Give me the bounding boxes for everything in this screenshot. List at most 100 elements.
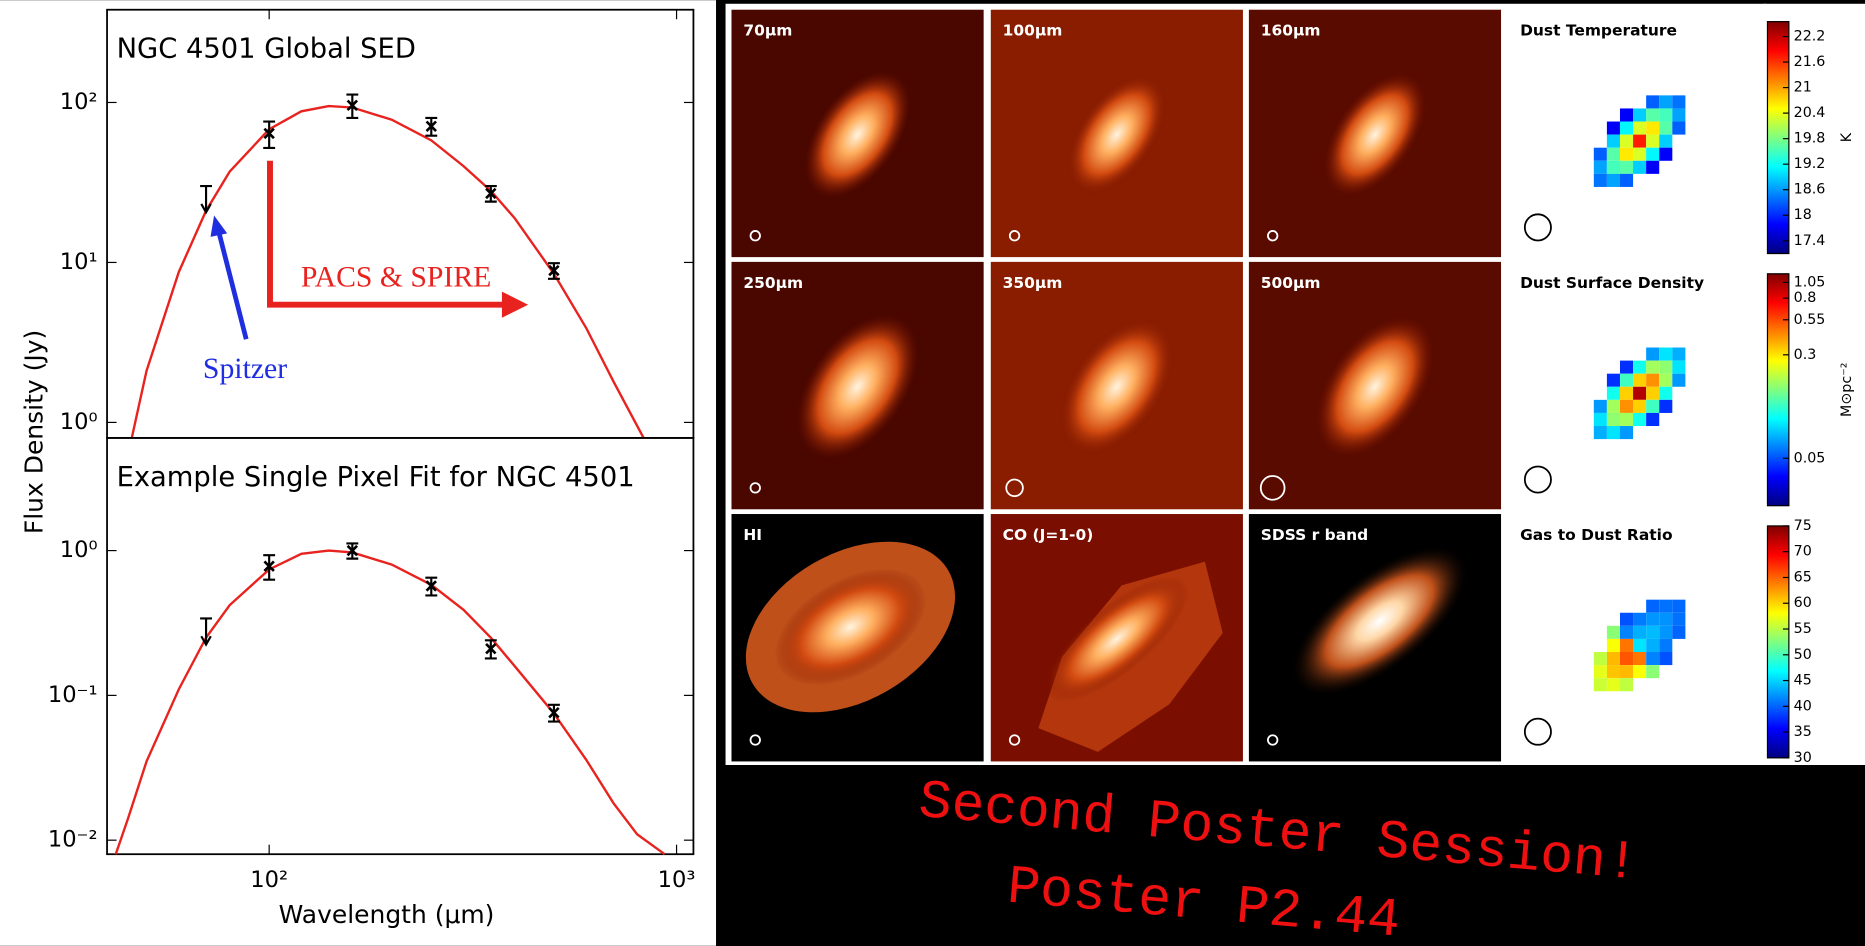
map-pixel — [1620, 613, 1633, 626]
map-pixel — [1646, 148, 1659, 161]
map-pixel — [1620, 374, 1633, 387]
y-tick-label: 10⁰ — [60, 537, 98, 563]
colorbar-tick-label: 19.8 — [1794, 131, 1826, 147]
map-pixel — [1633, 413, 1646, 426]
colorbar-tick-label: 30 — [1794, 750, 1812, 766]
map-pixel — [1633, 361, 1646, 374]
panel-label: SDSS r band — [1261, 526, 1368, 544]
map-pixel — [1607, 639, 1620, 652]
map-pixel — [1594, 652, 1607, 665]
colorbar-tick-label: 65 — [1794, 569, 1812, 585]
map-pixel — [1646, 652, 1659, 665]
panel-label: 350μm — [1003, 274, 1063, 292]
colorbar — [1767, 22, 1788, 254]
poster: NGC 4501 Global SED10⁰10¹10²Flux Density… — [0, 0, 1865, 946]
map-pixel — [1620, 426, 1633, 439]
chart-title: NGC 4501 Global SED — [117, 34, 416, 65]
colorbar — [1767, 526, 1788, 758]
map-pixel — [1646, 361, 1659, 374]
map-pixel — [1659, 613, 1672, 626]
colorbar-tick-label: 0.8 — [1794, 290, 1817, 306]
map-pixel — [1607, 374, 1620, 387]
map-pixel — [1594, 665, 1607, 678]
panel-label: Gas to Dust Ratio — [1520, 526, 1673, 544]
map-pixel — [1620, 639, 1633, 652]
map-pixel — [1620, 400, 1633, 413]
map-pixel — [1672, 600, 1685, 613]
map-pixel — [1607, 122, 1620, 135]
map-pixel — [1620, 387, 1633, 400]
map-pixel — [1620, 148, 1633, 161]
map-pixel — [1620, 122, 1633, 135]
map-pixel — [1672, 361, 1685, 374]
map-pixel — [1659, 108, 1672, 121]
map-pixel — [1646, 135, 1659, 148]
colorbar-tick-label: 21 — [1794, 80, 1812, 96]
map-pixel — [1594, 174, 1607, 187]
colorbar-unit: M⊙pc⁻² — [1839, 363, 1855, 417]
y-tick-label: 10¹ — [60, 249, 98, 275]
map-pixel — [1659, 626, 1672, 639]
map-pixel — [1607, 135, 1620, 148]
map-pixel — [1594, 400, 1607, 413]
map-pixel — [1620, 665, 1633, 678]
map-pixel — [1633, 148, 1646, 161]
panel-label: CO (J=1-0) — [1003, 526, 1094, 544]
map-pixel — [1620, 652, 1633, 665]
y-tick-label: 10² — [60, 89, 98, 115]
map-pixel — [1607, 426, 1620, 439]
map-pixel — [1607, 400, 1620, 413]
colorbar-tick-label: 60 — [1794, 595, 1812, 611]
map-pixel — [1607, 387, 1620, 400]
map-pixel — [1646, 600, 1659, 613]
colorbar-tick-label: 21.6 — [1794, 54, 1826, 70]
map-pixel — [1607, 678, 1620, 691]
map-pixel — [1646, 613, 1659, 626]
y-tick-label: 10⁻² — [48, 827, 98, 853]
map-pixel — [1607, 413, 1620, 426]
panel-label: Dust Temperature — [1520, 22, 1677, 40]
colorbar-tick-label: 50 — [1794, 647, 1812, 663]
map-pixel — [1646, 387, 1659, 400]
colorbar-tick-label: 18.6 — [1794, 182, 1826, 198]
x-axis-label: Wavelength (μm) — [279, 900, 495, 929]
map-pixel — [1659, 652, 1672, 665]
map-pixel — [1633, 613, 1646, 626]
map-pixel — [1620, 174, 1633, 187]
x-tick-label: 10³ — [658, 867, 696, 893]
map-pixel — [1646, 626, 1659, 639]
map-pixel — [1659, 348, 1672, 361]
map-pixel — [1659, 639, 1672, 652]
map-pixel — [1659, 361, 1672, 374]
map-pixel — [1594, 413, 1607, 426]
map-pixel — [1633, 122, 1646, 135]
map-pixel — [1659, 122, 1672, 135]
map-pixel — [1646, 95, 1659, 108]
map-pixel — [1659, 148, 1672, 161]
map-pixel — [1594, 161, 1607, 174]
panel-label: 160μm — [1261, 22, 1321, 40]
colorbar-tick-label: 18 — [1794, 207, 1812, 223]
colorbar-tick-label: 55 — [1794, 621, 1812, 637]
map-pixel — [1633, 665, 1646, 678]
panel-label: 70μm — [743, 22, 792, 40]
map-pixel — [1633, 135, 1646, 148]
colorbar — [1767, 274, 1788, 506]
map-pixel — [1672, 108, 1685, 121]
map-pixel — [1620, 413, 1633, 426]
map-pixel — [1594, 148, 1607, 161]
map-pixel — [1607, 174, 1620, 187]
map-pixel — [1607, 665, 1620, 678]
map-pixel — [1594, 426, 1607, 439]
y-tick-label: 10⁻¹ — [48, 682, 98, 708]
colorbar-tick-label: 20.4 — [1794, 105, 1826, 121]
map-pixel — [1646, 665, 1659, 678]
map-pixel — [1646, 413, 1659, 426]
panel-label: 500μm — [1261, 274, 1321, 292]
x-tick-label: 10² — [250, 867, 288, 893]
map-pixel — [1620, 108, 1633, 121]
panel-label: 250μm — [743, 274, 803, 292]
map-pixel — [1607, 161, 1620, 174]
map-pixel — [1620, 361, 1633, 374]
map-pixel — [1672, 122, 1685, 135]
